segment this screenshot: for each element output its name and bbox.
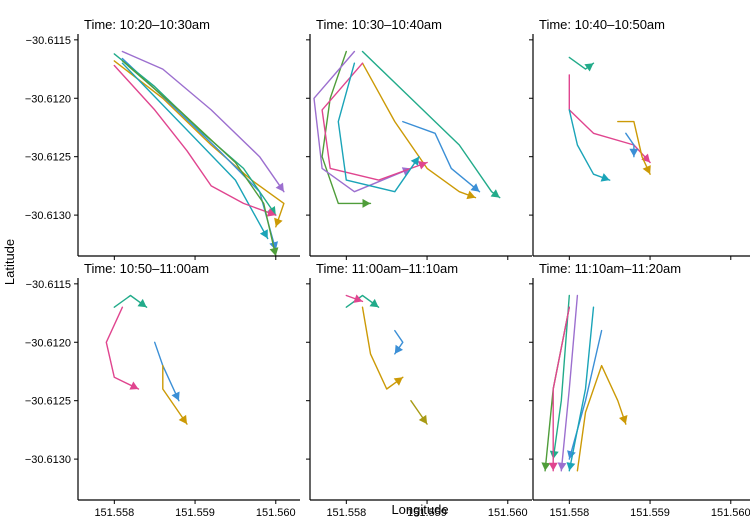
x-tick-label: 151.560 bbox=[256, 507, 296, 519]
track-line bbox=[321, 50, 372, 205]
track-line bbox=[552, 306, 570, 472]
track-end-marker bbox=[129, 381, 139, 390]
track-end-marker bbox=[266, 208, 276, 217]
track-line bbox=[162, 364, 188, 425]
track-end-marker bbox=[584, 63, 594, 72]
y-tick-label: −30.6115 bbox=[26, 35, 71, 47]
track-line bbox=[105, 306, 140, 390]
track-end-marker bbox=[418, 414, 428, 425]
y-tick-label: −30.6120 bbox=[25, 337, 71, 349]
panel-2: Time: 10:30–10:40am bbox=[306, 17, 532, 260]
plot-area bbox=[310, 34, 532, 256]
panel-title: Time: 10:50–11:00am bbox=[84, 261, 209, 276]
track-end-marker bbox=[394, 344, 403, 354]
y-tick-label: −30.6125 bbox=[25, 152, 71, 164]
track-line bbox=[568, 329, 603, 460]
track-line bbox=[113, 64, 277, 216]
track-line bbox=[337, 62, 420, 193]
panel-3: Time: 10:40–10:50am bbox=[529, 17, 750, 260]
track-end-marker bbox=[642, 165, 651, 175]
panel-5: Time: 11:00am–11:10am 151.558 151.559 151.5… bbox=[306, 261, 532, 519]
track-line bbox=[361, 62, 477, 199]
track-end-marker bbox=[269, 247, 279, 256]
track-end-marker bbox=[490, 189, 500, 198]
track-end-marker bbox=[137, 298, 147, 308]
x-tick-label: 151.559 bbox=[175, 507, 215, 519]
track-line bbox=[568, 306, 595, 472]
plot-area bbox=[533, 34, 750, 256]
y-tick-label: −30.6130 bbox=[25, 454, 71, 466]
panels-layer: Time: 10:20–10:30am −30.6115 −30.6120 −30.6… bbox=[25, 17, 750, 519]
track-end-marker bbox=[369, 298, 379, 308]
plot-area bbox=[533, 278, 750, 500]
track-end-marker bbox=[274, 217, 283, 227]
panel-title: Time: 10:20–10:30am bbox=[84, 17, 210, 32]
track-line bbox=[552, 294, 570, 460]
track-line bbox=[402, 120, 481, 193]
track-end-marker bbox=[470, 183, 480, 192]
track-line bbox=[560, 294, 579, 472]
x-tick-label: 151.558 bbox=[326, 507, 366, 519]
x-tick-label: 151.560 bbox=[488, 507, 528, 519]
track-line bbox=[121, 50, 285, 193]
panel-title: Time: 11:00am–11:10am bbox=[316, 261, 458, 276]
x-tick-label: 151.558 bbox=[549, 507, 589, 519]
track-line bbox=[568, 74, 651, 164]
y-tick-label: −30.6115 bbox=[26, 279, 71, 291]
y-tick-label: −30.6120 bbox=[25, 93, 71, 105]
panel-6: Time: 11:10am–11:20am 151.558 151.559 151.5… bbox=[529, 261, 750, 519]
track-end-marker bbox=[548, 462, 558, 471]
track-end-marker bbox=[275, 182, 284, 192]
track-line bbox=[361, 306, 404, 390]
track-end-marker bbox=[549, 450, 559, 460]
x-tick-label: 151.559 bbox=[630, 507, 670, 519]
track-line bbox=[313, 50, 412, 193]
panel-1: Time: 10:20–10:30am −30.6115 −30.6120 −30.6… bbox=[25, 17, 300, 260]
x-tick-label: 151.560 bbox=[711, 507, 750, 519]
track-end-marker bbox=[418, 161, 428, 170]
plot-area bbox=[310, 278, 532, 500]
x-tick-label: 151.559 bbox=[407, 507, 447, 519]
track-line bbox=[568, 109, 611, 181]
track-end-marker bbox=[619, 415, 628, 425]
track-line bbox=[576, 364, 627, 472]
track-end-marker bbox=[410, 156, 419, 166]
y-tick-label: −30.6130 bbox=[25, 210, 71, 222]
plot-area bbox=[78, 34, 300, 256]
panel-title: Time: 10:30–10:40am bbox=[316, 17, 442, 32]
track-line bbox=[121, 60, 277, 257]
panel-title: Time: 10:40–10:50am bbox=[539, 17, 665, 32]
track-end-marker bbox=[393, 377, 403, 386]
track-end-marker bbox=[353, 294, 363, 303]
track-end-marker bbox=[600, 173, 610, 182]
track-end-marker bbox=[629, 148, 639, 157]
panel-title: Time: 11:10am–11:20am bbox=[539, 261, 681, 276]
track-line bbox=[617, 120, 651, 175]
track-line bbox=[321, 62, 428, 181]
track-end-marker bbox=[171, 391, 180, 401]
x-tick-label: 151.558 bbox=[94, 507, 134, 519]
plot-area bbox=[78, 278, 300, 500]
track-end-marker bbox=[259, 229, 268, 239]
panel-4: Time: 10:50–11:00am −30.6115 −30.6120 −30.6… bbox=[25, 261, 300, 519]
track-end-marker bbox=[541, 462, 551, 471]
y-tick-label: −30.6125 bbox=[25, 396, 71, 408]
track-end-marker bbox=[466, 190, 476, 200]
track-end-marker bbox=[566, 462, 576, 471]
track-end-marker bbox=[178, 414, 187, 425]
x-axis-title: Longitude bbox=[391, 502, 448, 517]
track-end-marker bbox=[557, 462, 567, 471]
track-line bbox=[121, 62, 269, 240]
track-end-marker bbox=[362, 198, 371, 208]
y-axis-title: Latitude bbox=[2, 239, 17, 285]
